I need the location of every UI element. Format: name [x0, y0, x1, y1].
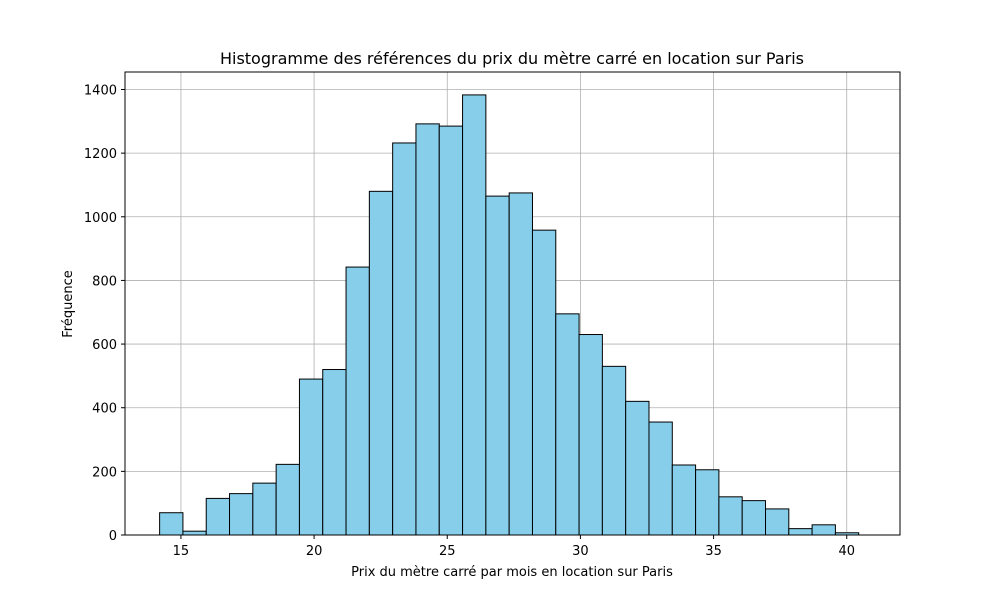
x-tick-label: 20 [306, 544, 323, 559]
chart-title: Histogramme des références du prix du mè… [220, 49, 804, 68]
x-axis-ticks: 15 20 25 30 35 40 [173, 535, 855, 559]
x-tick-label: 30 [572, 544, 589, 559]
histogram-bar [205, 497, 231, 536]
histogram-bars [159, 94, 860, 536]
histogram-bar [322, 369, 347, 536]
y-tick-label: 1000 [84, 211, 117, 226]
y-tick-label: 1200 [84, 147, 117, 162]
histogram-bar [648, 421, 673, 536]
y-tick-label: 0 [109, 529, 117, 544]
histogram-bar [601, 365, 627, 536]
y-tick-label: 800 [92, 274, 117, 289]
histogram-bar [741, 500, 767, 536]
histogram-bar [298, 378, 324, 536]
plot-frame [124, 71, 901, 536]
histogram-bar [415, 123, 440, 536]
histogram-bar [508, 192, 533, 536]
histogram-bar [345, 266, 370, 536]
x-tick-label: 40 [838, 544, 855, 559]
x-tick-label: 25 [439, 544, 456, 559]
histogram-bar [788, 528, 813, 536]
histogram-bar [625, 400, 650, 536]
histogram-bar [811, 524, 836, 536]
y-axis-ticks: 0 200 400 600 800 1000 1200 1400 [84, 84, 125, 544]
histogram-bar [368, 190, 394, 536]
grid-lines [125, 72, 900, 536]
x-tick-label: 15 [173, 544, 190, 559]
x-axis-label: Prix du mètre carré par mois en location… [351, 565, 673, 580]
histogram-bar [485, 195, 510, 536]
y-tick-label: 1400 [84, 84, 117, 99]
histogram-bar [671, 464, 697, 536]
histogram-bar [392, 142, 417, 536]
histogram-bar [531, 229, 557, 536]
histogram-bar [718, 496, 743, 536]
histogram-bar [159, 512, 184, 536]
histogram-bar [229, 493, 254, 536]
histogram-bar [555, 313, 580, 536]
y-tick-label: 400 [92, 402, 117, 417]
histogram-bar [765, 508, 790, 536]
histogram-bar [275, 463, 300, 536]
histogram-bar [578, 334, 603, 536]
histogram-bar [695, 469, 720, 536]
histogram-bar [462, 94, 487, 536]
y-tick-label: 600 [92, 338, 117, 353]
y-tick-label: 200 [92, 465, 117, 480]
histogram-bar [438, 125, 464, 536]
x-tick-label: 35 [705, 544, 722, 559]
y-axis-label: Fréquence [61, 270, 76, 337]
histogram-bar [182, 530, 207, 536]
histogram-bar [252, 482, 277, 536]
